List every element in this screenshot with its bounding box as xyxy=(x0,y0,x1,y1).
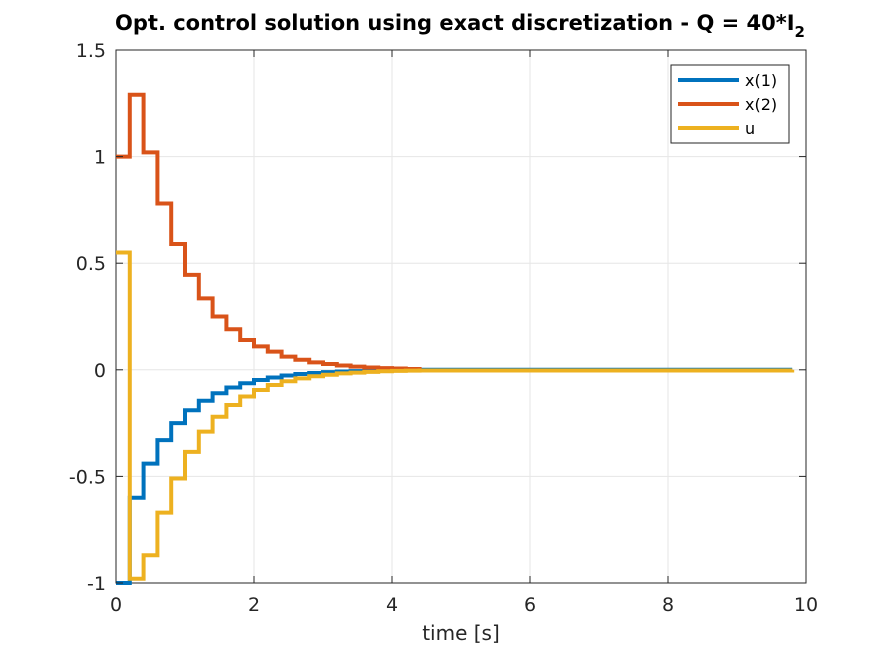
y-tick-label: 1.5 xyxy=(76,40,106,62)
chart-title: Opt. control solution using exact discre… xyxy=(115,11,805,41)
legend-label: u xyxy=(745,119,755,138)
legend-label: x(1) xyxy=(745,71,777,90)
plot-area-frame xyxy=(115,49,807,584)
y-tick-label: 0.5 xyxy=(76,253,106,275)
series-line-x-2 xyxy=(116,92,422,371)
x-tick-label: 2 xyxy=(248,594,260,616)
chart-title-main: Opt. control solution using exact discre… xyxy=(115,11,795,35)
grid-layer xyxy=(116,50,806,583)
x-tick-label: 8 xyxy=(662,594,674,616)
legend: x(1) x(2) u xyxy=(670,64,790,144)
y-tick-label: -0.5 xyxy=(69,466,106,488)
x-axis-label: time [s] xyxy=(422,621,500,645)
x-tick-label: 0 xyxy=(110,594,122,616)
series-layer xyxy=(116,92,795,585)
y-tick-label: 0 xyxy=(94,360,106,382)
chart-title-subscript: 2 xyxy=(795,23,805,41)
x-tick-label: 6 xyxy=(524,594,536,616)
y-tick-label: 1 xyxy=(94,147,106,169)
x-tick-label: 4 xyxy=(386,594,398,616)
tick-layer: 0 2 4 6 8 10 -1 -0.5 0 0.5 1 1.5 xyxy=(69,40,818,616)
series-line-u xyxy=(116,250,795,581)
y-tick-label: -1 xyxy=(87,573,106,595)
x-tick-label: 10 xyxy=(794,594,818,616)
legend-label: x(2) xyxy=(745,95,777,114)
